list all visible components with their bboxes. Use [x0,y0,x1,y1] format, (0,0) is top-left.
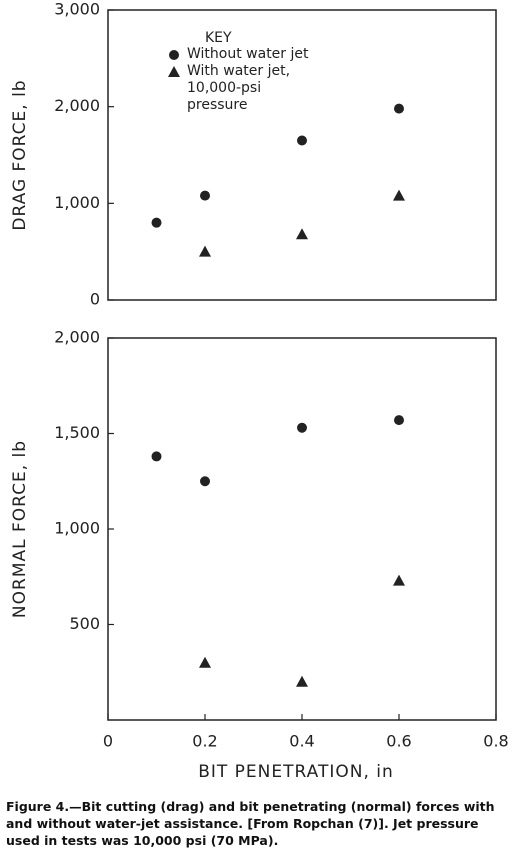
legend-item: Without water jet [165,46,325,63]
plot-frame [107,337,497,721]
y-tick-label: 2,000 [54,96,100,115]
data-point [297,135,307,146]
data-point [199,656,211,668]
data-point [394,103,404,114]
legend-icon [169,50,179,60]
legend-label: Without water jet [187,46,309,62]
y-tick-label: 1,000 [54,193,100,212]
data-point [393,189,405,201]
data-point [168,66,180,77]
x-axis-label: BIT PENETRATION, in [198,762,394,782]
data-point [169,50,179,60]
y-tick-label: 0 [90,290,100,309]
legend-label: With water jet, 10,000-psi pressure [187,63,291,113]
data-point [297,422,307,433]
plot-frame [107,9,497,301]
legend-item: With water jet, 10,000-psi pressure [165,63,325,114]
caption: Figure 4.—Bit cutting (drag) and bit pen… [6,799,495,848]
y-axis-label: NORMAL FORCE, lb [10,440,30,618]
x-tick-label: 0 [103,732,113,751]
data-point [151,451,162,462]
chart: 0 1,000 2,000 3,000 DRAG FORCE, lb 500 1,000 1,… [10,0,509,782]
y-tick-label: 500 [69,614,100,633]
legend-title: KEY [205,30,232,46]
x-tick-label: 0.8 [483,732,508,751]
y-tick-label: 2,000 [54,328,100,347]
x-tick-label: 0.4 [289,732,314,751]
data-point [200,476,210,487]
y-tick-label: 3,000 [54,0,100,19]
data-point [151,217,162,228]
legend-icon [168,66,180,77]
data-point [394,415,404,426]
x-tick-label: 0.6 [386,732,411,751]
data-point [296,228,308,240]
data-point [199,245,211,257]
data-point [200,190,210,201]
data-point [296,675,308,687]
y-tick-label: 1,000 [54,519,100,538]
x-tick-label: 0.2 [192,732,217,751]
y-tick-label: 1,500 [54,423,100,442]
y-axis-label: DRAG FORCE, lb [10,79,30,230]
legend: KEY Without water jet With water jet, 10,… [165,30,325,114]
data-point [393,574,405,586]
